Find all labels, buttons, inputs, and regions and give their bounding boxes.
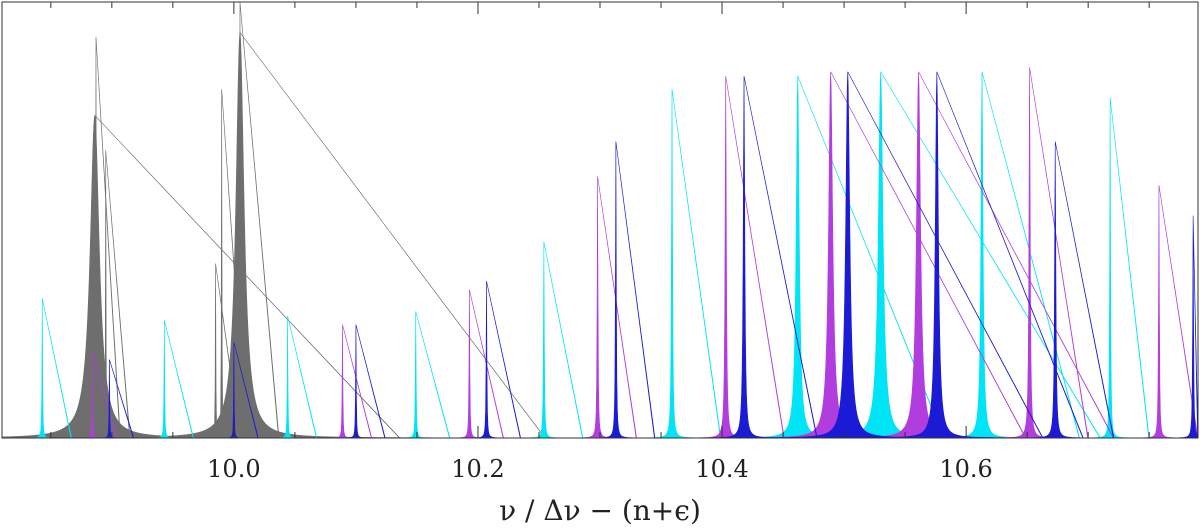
- peak-series-3-4: [576, 141, 656, 439]
- peak-series-1-5: [622, 89, 722, 439]
- x-tick-label: 10.6: [939, 455, 992, 483]
- peak-series-1-4: [504, 241, 584, 439]
- peak-series-1-1: [134, 320, 194, 439]
- peak-series-0-6: [200, 1, 280, 439]
- peak-series-3-8: [996, 141, 1115, 439]
- peak-series-2-5: [635, 71, 1027, 439]
- peak-series-2-1: [312, 324, 373, 439]
- peak-series-1-2: [257, 315, 318, 439]
- peak-series-3-2: [326, 324, 386, 439]
- peak-series-3-9: [1153, 215, 1199, 439]
- peak-series-1-3: [381, 311, 451, 439]
- x-tick-label: 10.0: [207, 455, 260, 483]
- ticks-layer: [50, 2, 1150, 438]
- tick-labels: 10.0 10.2 10.4 10.6: [207, 455, 993, 483]
- plot-frame: [1, 1, 1199, 439]
- peak-series-1-0: [12, 298, 72, 439]
- peak-series-2-3: [558, 176, 637, 439]
- x-tick-label: 10.4: [695, 455, 748, 483]
- peak-series-3-3: [452, 280, 522, 439]
- peak-series-2-7: [970, 67, 1089, 439]
- x-axis-label: ν / Δν − (n+ϵ): [499, 494, 701, 527]
- peak-series-1-9: [1070, 97, 1150, 439]
- peak-series-2-4: [666, 76, 785, 439]
- series-layer: [1, 1, 1199, 439]
- x-tick-label: 10.2: [451, 455, 504, 483]
- peak-series-2-8: [1119, 185, 1199, 439]
